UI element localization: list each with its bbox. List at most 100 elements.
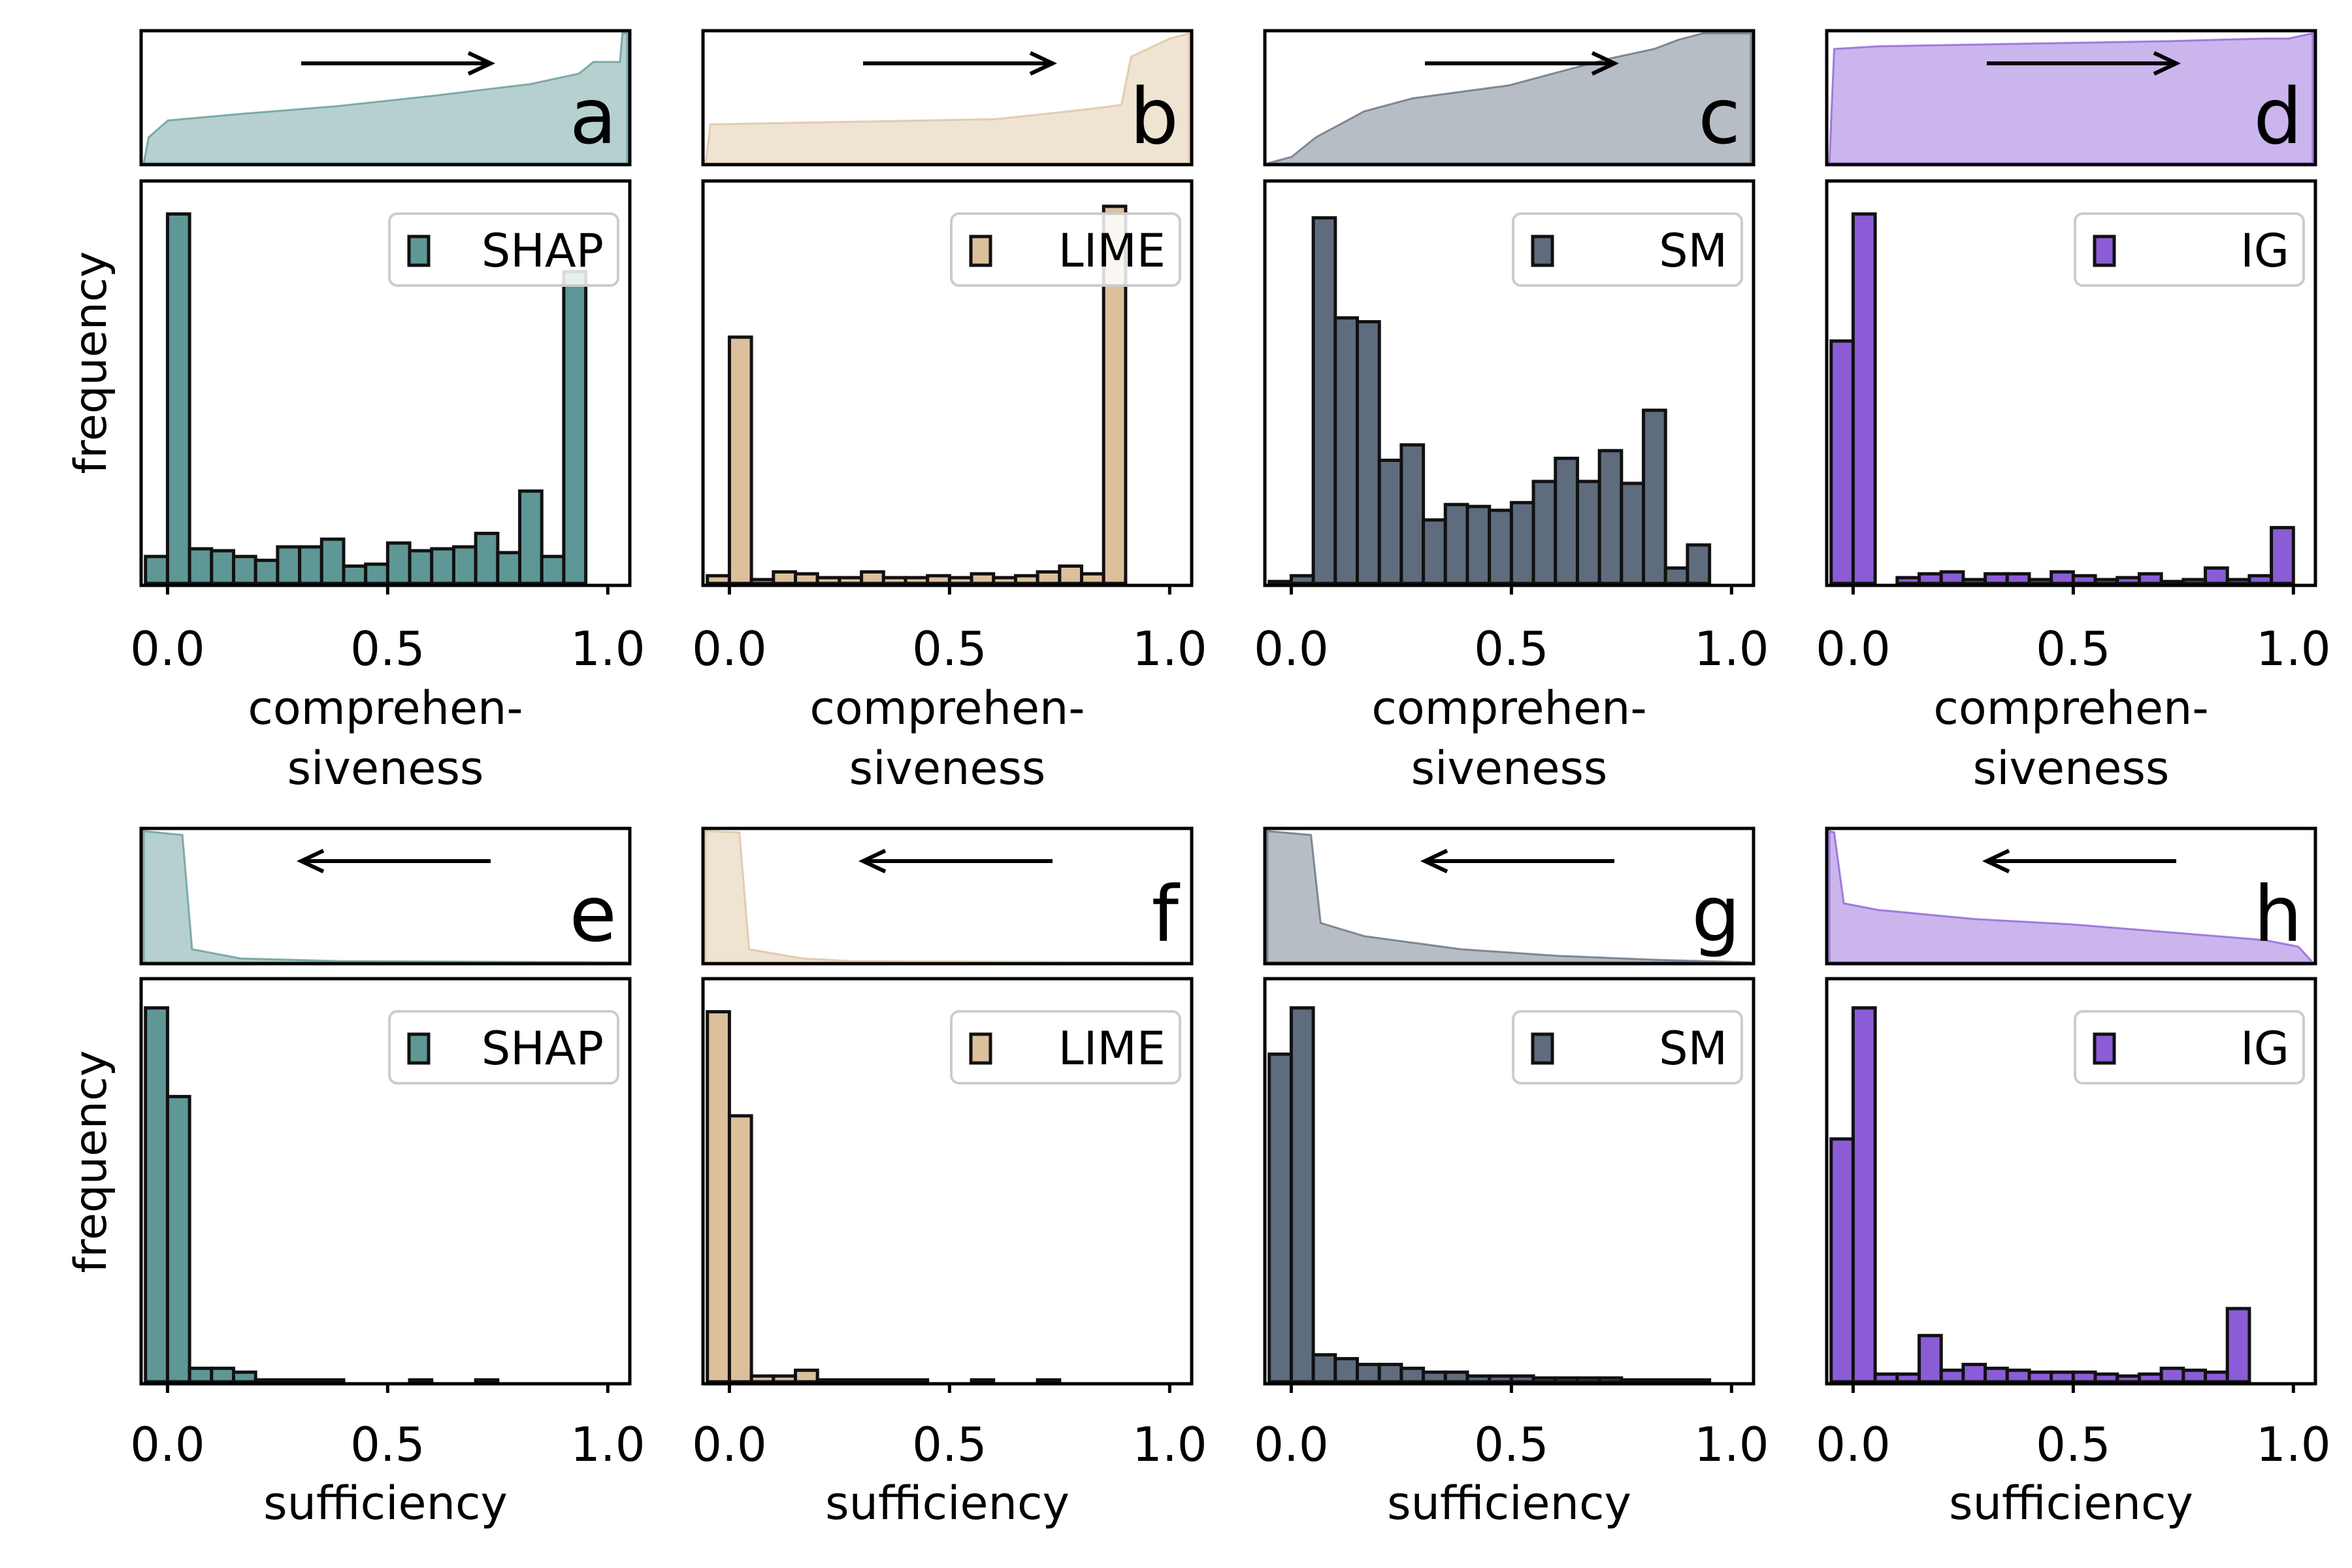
histogram-bar [794, 1368, 819, 1384]
histogram-bar [1465, 1374, 1492, 1384]
histogram-bar [772, 1374, 798, 1384]
histogram-bar [2050, 1370, 2075, 1384]
histogram-bar [2181, 1368, 2208, 1384]
panel-d: d IG 0.0 0.5 1.0 comprehen-siveness [1816, 29, 2331, 795]
panel-label: d [2253, 71, 2302, 161]
legend-swatch [2093, 1032, 2116, 1065]
histogram-bar [1597, 1376, 1624, 1384]
inset-frame [701, 29, 1194, 167]
histogram-bar [1289, 574, 1315, 585]
histogram-bar [210, 549, 236, 585]
histogram-bar [451, 545, 478, 585]
cumulative-area [1266, 830, 1752, 964]
histogram-bar [1443, 1370, 1469, 1384]
legend-swatch [2093, 235, 2116, 267]
histogram-bar [727, 1114, 753, 1384]
histogram-bar [2225, 578, 2251, 585]
x-tick-label: 0.5 [912, 621, 987, 676]
histogram-bar [408, 1378, 434, 1384]
histogram-bar [904, 1378, 930, 1384]
histogram-bar [2137, 572, 2163, 585]
x-tick-label: 0.0 [1254, 1417, 1329, 1472]
histogram-bar [1509, 500, 1535, 585]
panel-label: e [569, 869, 617, 959]
x-tick-label: 0.5 [350, 1417, 425, 1472]
x-axis-label: comprehen- [1933, 681, 2208, 735]
histogram-bar [165, 212, 191, 585]
x-tick-label: 0.5 [912, 1417, 987, 1472]
histogram-bar [926, 574, 951, 585]
histogram-bar [1939, 1368, 1965, 1384]
histogram-bar [1918, 1333, 1943, 1384]
histogram-bar [165, 1094, 191, 1384]
histogram-bar [232, 555, 257, 585]
histogram-bar [342, 564, 368, 585]
histogram-bar [232, 1370, 257, 1384]
legend-label: SHAP [482, 1022, 604, 1075]
histogram-bar [1531, 480, 1558, 585]
cumulative-area [704, 830, 1190, 964]
histogram-bar [1356, 1362, 1381, 1384]
histogram-bar [1642, 408, 1667, 585]
histogram-bar [1289, 1006, 1315, 1384]
legend-label: IG [2240, 1022, 2289, 1075]
arrow-head [1420, 849, 1448, 874]
histogram-bar [298, 1378, 323, 1384]
x-axis-label: siveness [287, 742, 484, 795]
arrow-head [2153, 51, 2181, 76]
legend-swatch [1531, 1032, 1554, 1065]
legend-label: LIME [1058, 224, 1166, 278]
x-tick-label: 1.0 [1694, 621, 1769, 676]
legend-swatch [407, 235, 431, 267]
x-axis-label: sufficiency [825, 1477, 1070, 1530]
x-tick-label: 1.0 [1132, 621, 1207, 676]
histogram-bar [253, 1378, 280, 1384]
histogram-bar [2093, 578, 2119, 585]
histogram-bar [319, 537, 346, 585]
histogram-bar [2204, 1370, 2229, 1384]
histogram-bar [2050, 570, 2075, 585]
histogram-bar [1984, 1366, 2009, 1384]
inset-frame [139, 826, 632, 966]
x-tick-label: 0.5 [1474, 621, 1549, 676]
x-axis-label: siveness [849, 742, 1046, 795]
inset-frame [1825, 826, 2317, 966]
histogram-frame [1263, 977, 1756, 1386]
histogram-bar [1356, 319, 1381, 585]
x-tick-label: 1.0 [570, 1417, 645, 1472]
legend-box [2074, 1010, 2305, 1085]
histogram-bar [1642, 1378, 1667, 1384]
histogram-bar [408, 549, 434, 585]
histogram-bar [474, 531, 500, 585]
x-tick-label: 0.0 [130, 1417, 205, 1472]
histogram-bar [496, 551, 522, 585]
histogram-bar [2071, 574, 2097, 585]
histogram-bar [1961, 578, 1987, 585]
histogram-bar [838, 576, 864, 585]
legend-swatch [407, 1032, 431, 1065]
cumulative-area [1828, 32, 2314, 165]
inset-frame [1263, 826, 1756, 966]
histogram-bar [794, 572, 819, 585]
histogram-bar [1686, 1378, 1712, 1384]
cumulative-area [704, 32, 1190, 165]
histogram-bar [2137, 1372, 2163, 1384]
histogram-bar [881, 1378, 907, 1384]
frequency-ylabel-bottom: frequency [65, 1050, 117, 1273]
histogram-bar [1399, 1366, 1426, 1384]
histogram-bar [860, 1378, 885, 1384]
histogram-bar [1575, 480, 1601, 585]
inset-frame [1263, 29, 1756, 167]
histogram-bar [144, 555, 169, 585]
histogram-bar [860, 570, 885, 585]
x-tick-label: 0.5 [2036, 621, 2111, 676]
panel-label: h [2253, 869, 2302, 959]
histogram-bar [2204, 566, 2229, 585]
histogram-frame [1825, 977, 2317, 1386]
histogram-bar [276, 545, 302, 585]
histogram-bar [2093, 1372, 2119, 1384]
histogram-bar [1267, 580, 1293, 585]
histogram-bar [992, 576, 1017, 585]
x-axis-label: sufficiency [263, 1477, 508, 1530]
